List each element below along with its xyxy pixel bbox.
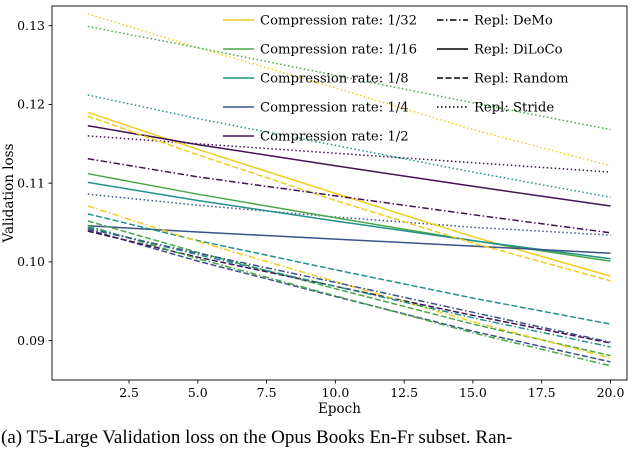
series-line-demo-r16	[87, 224, 611, 367]
series-line-diloco-r2	[87, 124, 611, 207]
x-tick-label: 7.5	[257, 385, 277, 400]
y-tick-label: 0.10	[17, 254, 45, 269]
series-line-diloco-r16	[87, 172, 611, 262]
series-line-demo-r8	[87, 226, 611, 348]
legend-compression-label: Compression rate: 1/16	[260, 43, 417, 58]
series-line-demo-r4	[87, 228, 611, 343]
x-axis-label: Epoch	[318, 401, 361, 417]
x-tick-label: 10.0	[321, 385, 349, 400]
x-tick-label: 2.5	[119, 385, 139, 400]
validation-loss-chart: 2.5 5.0 7.5 10.0 12.5 15.0 17.5 20.0 0.09 0.10 0.1…	[1, 5, 628, 417]
series-line-stride-r32	[87, 13, 611, 167]
y-axis-label: Validation loss	[1, 143, 17, 243]
series-line-stride-r8	[87, 94, 611, 199]
y-tick-label: 0.09	[17, 333, 45, 348]
x-tick-label: 20.0	[597, 385, 625, 400]
y-tick-label: 0.11	[17, 175, 45, 190]
series-line-diloco-r4	[87, 224, 611, 254]
legend-replication-label: Repl: Random	[474, 72, 569, 87]
figure-caption: (a) T5-Large Validation loss on the Opus…	[1, 427, 513, 448]
legend-replication-label: Repl: Stride	[474, 101, 554, 116]
series-line-demo-r32	[87, 205, 611, 359]
y-tick-label: 0.13	[17, 18, 45, 33]
x-tick-label: 17.5	[528, 385, 556, 400]
legend-compression-label: Compression rate: 1/4	[260, 101, 409, 116]
legend-compression-label: Compression rate: 1/2	[260, 130, 409, 145]
legend-compression-label: Compression rate: 1/32	[260, 14, 417, 29]
x-tick-label: 5.0	[188, 385, 208, 400]
legend-compression-label: Compression rate: 1/8	[260, 72, 409, 87]
series-line-random-r16	[87, 220, 611, 357]
series-line-demo-r2	[87, 157, 611, 234]
y-tick-label: 0.12	[17, 97, 45, 112]
axes-frame	[51, 5, 628, 381]
series-line-stride-r2	[87, 135, 611, 173]
series-line-random-r32	[87, 115, 611, 282]
series-line-stride-r4	[87, 193, 611, 236]
series-line-stride-r16	[87, 25, 611, 131]
series-line-diloco-r8	[87, 181, 611, 260]
x-tick-label: 12.5	[390, 385, 418, 400]
series-line-diloco-r32	[87, 111, 611, 277]
legend-replication-label: Repl: DiLoCo	[474, 43, 563, 58]
series-line-random-r4	[87, 228, 611, 363]
legend-replication-label: Repl: DeMo	[474, 14, 553, 29]
x-tick-label: 15.0	[459, 385, 487, 400]
